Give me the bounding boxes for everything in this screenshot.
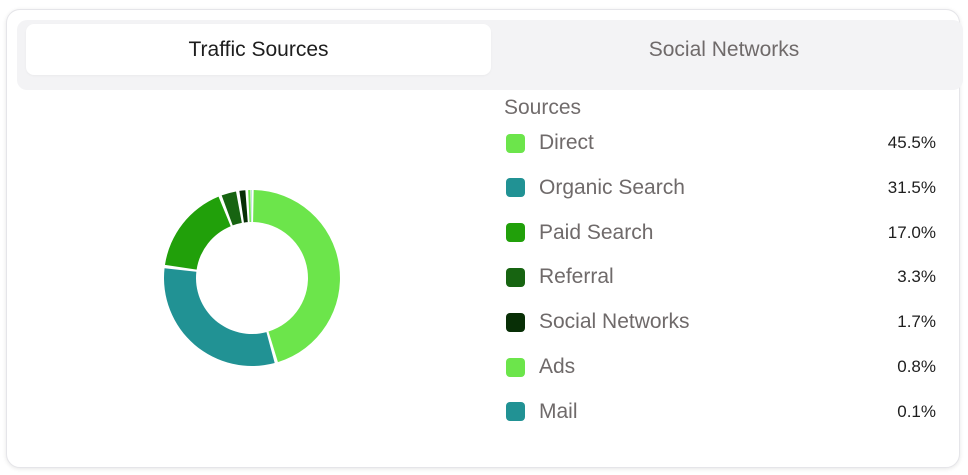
legend-value: 0.8%	[897, 357, 936, 376]
legend-swatch	[506, 267, 525, 287]
legend-value: 3.3%	[897, 267, 936, 287]
legend-label: Ads	[539, 355, 576, 378]
legend-value: 31.5%	[887, 177, 936, 197]
legend-item[interactable]: Direct 45.5%	[504, 128, 936, 158]
legend-swatch	[506, 357, 525, 377]
traffic-card: Traffic Sources Social Networks	[6, 9, 963, 468]
legend-label: Organic Search	[539, 175, 685, 199]
legend-item[interactable]: Paid Search 17.0%	[504, 218, 936, 248]
donut-slice-ads[interactable]	[248, 190, 251, 223]
tab-bar: Traffic Sources Social Networks	[17, 20, 963, 90]
donut-slice-organic-search[interactable]	[163, 268, 275, 367]
donut-slice-paid-search[interactable]	[164, 196, 231, 270]
legend-swatch	[506, 223, 525, 243]
legend-value: 45.5%	[887, 133, 936, 152]
legend-value: 0.1%	[897, 401, 936, 421]
donut-slice-direct[interactable]	[253, 190, 340, 363]
legend-item[interactable]: Referral 3.3%	[504, 262, 936, 292]
legend-swatch	[506, 178, 525, 198]
donut-svg	[163, 189, 340, 367]
legend-label: Direct	[539, 131, 594, 154]
legend-label: Referral	[539, 265, 614, 289]
donut-slice-social-networks[interactable]	[239, 190, 248, 223]
legend-value: 1.7%	[897, 312, 936, 332]
legend-swatch	[506, 402, 525, 422]
tab-social-networks[interactable]: Social Networks	[648, 37, 800, 61]
legend-swatch	[506, 133, 525, 153]
legend-item[interactable]: Mail 0.1%	[504, 397, 936, 427]
legend-title: Sources	[504, 96, 582, 119]
tab-traffic-sources[interactable]: Traffic Sources	[26, 24, 491, 75]
legend-label: Paid Search	[539, 220, 654, 244]
legend-label: Mail	[539, 399, 578, 423]
legend-item[interactable]: Social Networks 1.7%	[504, 307, 936, 337]
donut-chart	[150, 175, 350, 375]
legend-item[interactable]: Organic Search 31.5%	[504, 173, 936, 203]
legend-swatch	[506, 312, 525, 332]
legend-value: 17.0%	[887, 222, 936, 242]
legend-item[interactable]: Ads 0.8%	[504, 352, 936, 382]
legend-label: Social Networks	[539, 310, 690, 334]
donut-slice-referral[interactable]	[221, 191, 242, 226]
